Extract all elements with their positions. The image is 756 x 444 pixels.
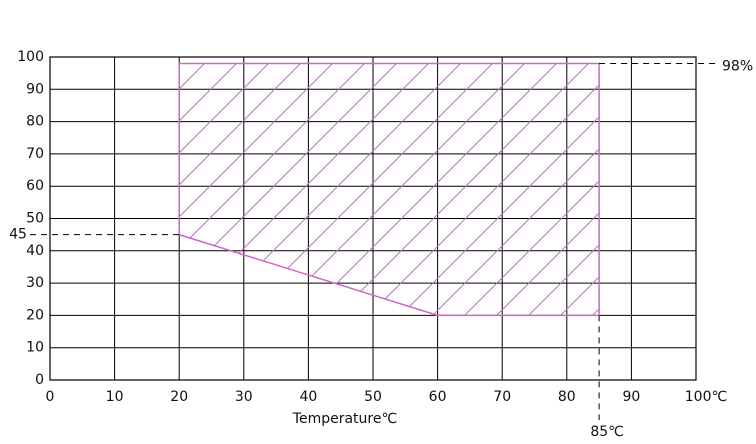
hatch-line [399,63,600,316]
hatch-line [688,57,756,380]
hatch-line [179,63,468,316]
y-tick-label: 50 [26,211,44,227]
hatch-line [179,63,436,316]
x-axis-label: Temperature℃ [292,411,397,427]
y-tick-label: 10 [26,340,44,356]
x-tick-label: 10 [106,389,124,405]
y-tick-label: 0 [35,372,44,388]
y-tick-label: 30 [26,275,44,291]
x-tick-label: 90 [622,389,640,405]
hatch-line [720,57,756,380]
y-tick-label: 80 [26,114,44,130]
hatch-line [239,63,564,316]
hatch-line [367,63,600,316]
hatch-line [179,63,372,316]
hatch-line [752,57,756,380]
y-tick-label: 90 [26,81,44,97]
reference-label: 98% [722,58,753,74]
x-tick-label: 80 [558,389,576,405]
region [178,62,600,317]
x-tick-label: 60 [429,389,447,405]
y-tick-label: 40 [26,243,44,259]
y-tick-label: 70 [26,146,44,162]
x-tick-label: 0 [46,389,55,405]
x-tick-label: 50 [364,389,382,405]
hatch-line [179,63,308,316]
reference-label: 45 [9,227,27,243]
hatch-line [179,63,340,316]
hatch-line [207,63,532,316]
hatch-line [179,63,404,316]
x-tick-label: 70 [493,389,511,405]
reference-label: 85℃ [590,424,624,440]
hatch-line [335,63,600,316]
x-tick-label: 40 [299,389,317,405]
y-tick-label: 20 [26,307,44,323]
hatch-line [271,63,596,316]
hatch-line [179,63,500,316]
x-tick-label: 100℃ [685,389,727,405]
hatch-line [431,63,600,316]
plot-frame [49,56,697,381]
hatch-line [303,63,600,316]
hatch-line [179,63,244,316]
x-tick-label: 30 [235,389,253,405]
hatch [0,57,756,380]
hatch-line [179,63,276,316]
x-tick-label: 20 [170,389,188,405]
y-tick-label: 100 [17,49,44,65]
hatch-line [0,57,19,380]
y-tick-label: 60 [26,178,44,194]
